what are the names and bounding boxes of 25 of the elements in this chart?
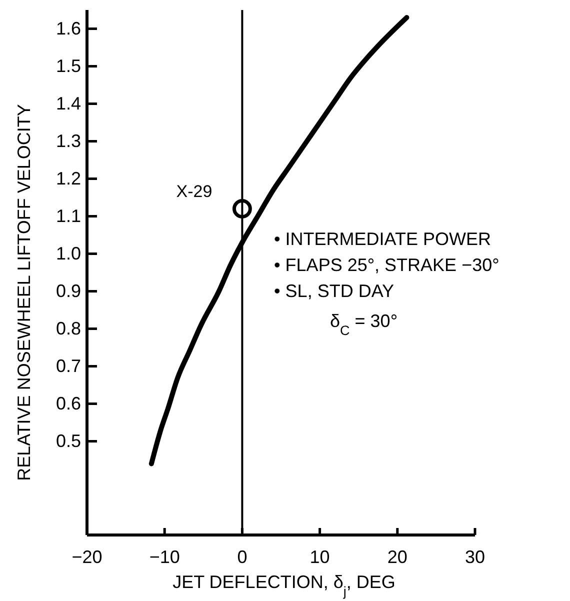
x-tick-label: 10 [310,547,330,567]
y-tick-label: 0.6 [56,394,81,414]
y-tick-label: 1.3 [56,131,81,152]
annotation: • FLAPS 25°, STRAKE −30° [274,255,500,275]
series-label: X-29 [176,182,212,201]
x-axis-title: JET DEFLECTION, δ$_{j}$, DEG [172,572,396,598]
y-tick-label: 0.5 [56,431,81,452]
annotation: • INTERMEDIATE POWER [274,229,491,249]
x-tick-label: 20 [387,547,408,567]
y-tick-label: 0.9 [56,281,81,302]
y-axis-title: RELATIVE NOSEWHEEL LIFTOFF VELOCITY [14,104,34,481]
y-tick-label: 1.1 [56,206,81,226]
y-tick-label: 1.4 [56,94,81,114]
y-tick-label: 1.2 [56,168,81,189]
annotation: δ$_{C}$ = 30° [330,311,398,338]
x-tick-label: −10 [149,547,180,567]
y-tick-label: 1.6 [56,18,81,39]
y-tick-label: 1.5 [56,56,81,76]
x-tick-label: 30 [464,547,486,567]
y-tick-label: 0.7 [56,356,81,376]
x-tick-label: 0 [237,547,248,567]
y-tick-label: 0.8 [56,318,81,339]
annotation: • SL, STD DAY [274,281,394,301]
x-tick-label: −20 [72,547,102,567]
y-tick-label: 1.0 [56,244,81,264]
